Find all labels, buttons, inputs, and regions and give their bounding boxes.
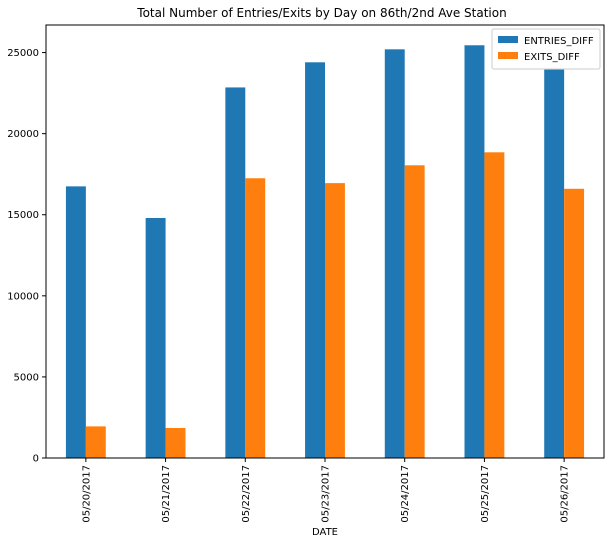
y-tick-label: 10000 <box>7 291 39 302</box>
x-tick-label: 05/21/2017 <box>161 465 172 523</box>
x-tick-label: 05/22/2017 <box>241 465 252 523</box>
bar-exits-diff-6 <box>484 152 505 458</box>
bar-entries-diff-4 <box>305 62 325 459</box>
bar-exits-diff-3 <box>245 178 266 458</box>
x-tick-label: 05/23/2017 <box>321 465 332 523</box>
legend-swatch-entries-diff <box>498 36 518 43</box>
bars-group <box>65 45 585 459</box>
y-axis: 0 5000 10000 15000 20000 25000 <box>7 48 46 465</box>
bar-exits-diff-1 <box>85 426 106 458</box>
x-tick-label: 05/20/2017 <box>81 465 92 523</box>
y-tick-label: 25000 <box>7 48 39 59</box>
bar-exits-diff-4 <box>325 183 345 458</box>
bar-entries-diff-6 <box>464 45 485 458</box>
bar-entries-diff-1 <box>65 186 86 458</box>
x-tick-label: 05/25/2017 <box>480 465 491 523</box>
x-axis: 05/20/2017 05/21/2017 05/22/2017 05/23/2017… <box>81 458 571 523</box>
chart-title: Total Number of Entries/Exits by Day on … <box>136 6 506 20</box>
legend: ENTRIES_DIFF EXITS_DIFF <box>491 28 601 70</box>
legend-frame <box>491 28 601 70</box>
bar-exits-diff-5 <box>404 165 425 458</box>
bar-entries-diff-7 <box>544 69 565 458</box>
y-tick-label: 20000 <box>7 129 39 140</box>
y-tick-label: 0 <box>33 454 39 465</box>
bar-entries-diff-5 <box>384 49 405 459</box>
y-tick-label: 15000 <box>7 210 39 221</box>
legend-label-entries-diff: ENTRIES_DIFF <box>524 36 594 47</box>
legend-swatch-exits-diff <box>498 52 518 59</box>
bar-entries-diff-3 <box>225 87 246 458</box>
y-tick-label: 5000 <box>14 372 39 383</box>
bar-exits-diff-7 <box>564 188 585 458</box>
x-tick-label: 05/26/2017 <box>560 465 571 523</box>
x-axis-label: DATE <box>312 527 338 538</box>
x-tick-label: 05/24/2017 <box>400 465 411 523</box>
legend-label-exits-diff: EXITS_DIFF <box>524 52 580 63</box>
bar-entries-diff-2 <box>145 217 166 458</box>
bar-exits-diff-2 <box>165 427 186 458</box>
